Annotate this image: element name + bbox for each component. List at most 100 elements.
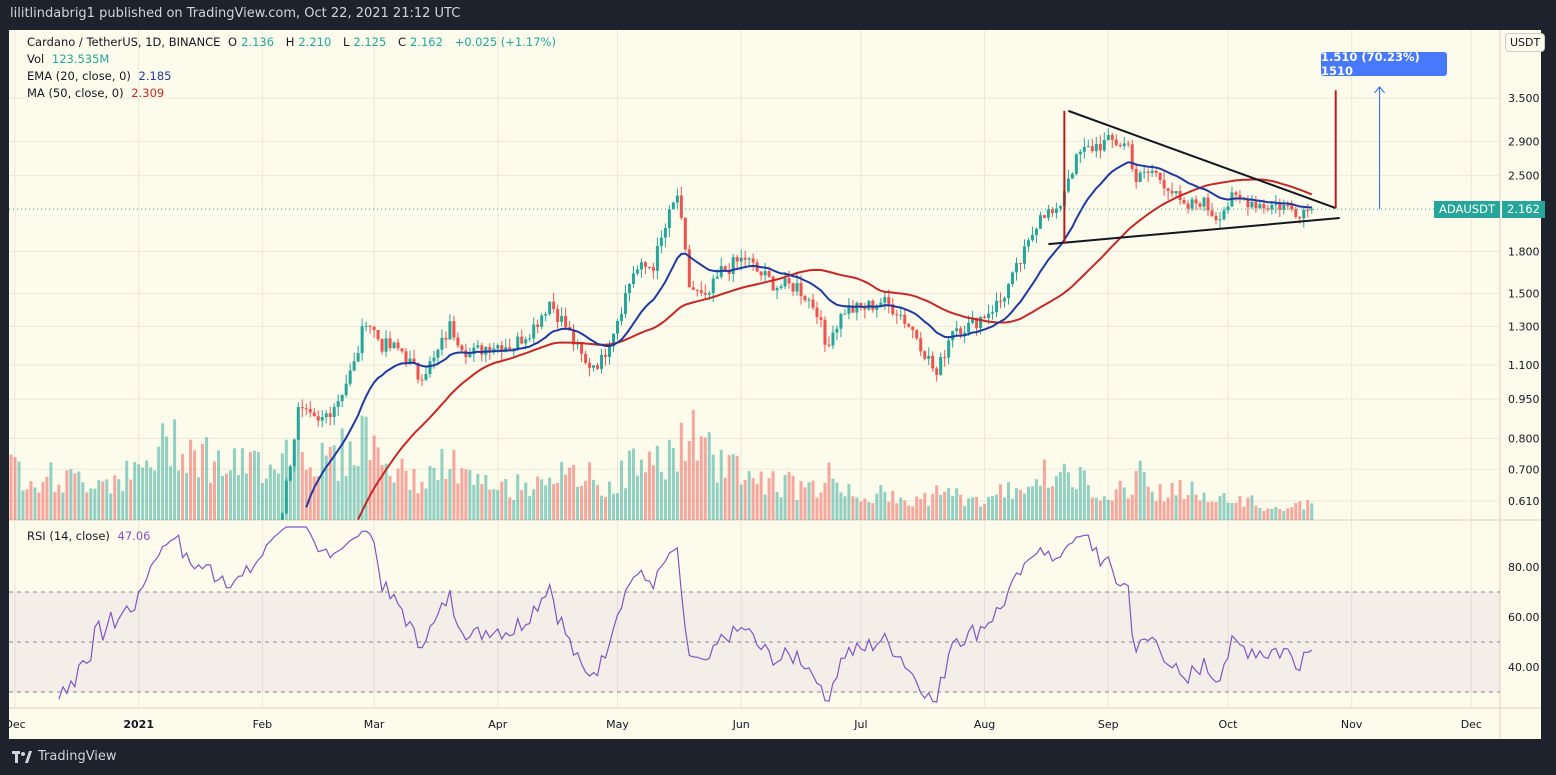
price-tick-label: 1.300: [1508, 320, 1540, 333]
volume-bar: [220, 475, 224, 520]
candle-body: [1094, 144, 1098, 152]
volume-bar: [424, 488, 428, 520]
candle-body: [651, 267, 655, 271]
measure-label[interactable]: 1.510 (70.23%) 1510: [1321, 50, 1447, 78]
volume-bar: [859, 501, 863, 520]
volume-bar: [356, 466, 360, 520]
candle-body: [663, 228, 667, 238]
volume-bar: [121, 490, 125, 520]
volume-bar: [193, 450, 197, 520]
volume-bar: [468, 470, 472, 520]
candle-body: [779, 286, 783, 289]
volume-bar: [588, 462, 592, 520]
volume-bar: [592, 479, 596, 520]
volume-bar: [344, 476, 348, 520]
candle-body: [1234, 192, 1238, 195]
rsi-tick-label: 60.00: [1508, 611, 1540, 624]
volume-bar: [224, 473, 228, 520]
volume-bar: [1238, 495, 1242, 520]
rsi-line: [58, 526, 1313, 703]
candle-body: [328, 413, 332, 417]
candle-body: [1226, 206, 1230, 211]
volume-bar: [1194, 494, 1198, 520]
volume-bar: [1258, 508, 1262, 520]
candle-body: [1298, 217, 1302, 219]
candle-body: [500, 345, 504, 353]
candle-body: [548, 301, 552, 314]
time-tick-label: 2021: [123, 718, 154, 731]
volume-bar: [783, 474, 787, 520]
time-tick-label: Jun: [732, 718, 750, 731]
volume-bar: [596, 485, 600, 520]
volume-bar: [743, 479, 747, 520]
volume-bar: [360, 415, 364, 520]
volume-bar: [971, 497, 975, 520]
candle-body: [947, 340, 951, 358]
volume-bar: [999, 484, 1003, 520]
time-tick-label: Oct: [1218, 718, 1238, 731]
candle-body: [372, 326, 376, 330]
candle-body: [703, 292, 707, 295]
currency-button[interactable]: USDT: [1505, 33, 1546, 52]
volume-bar: [627, 450, 631, 520]
volume-bar: [827, 462, 831, 520]
candle-body: [1086, 146, 1090, 148]
candle-body: [560, 316, 564, 322]
volume-bar: [1054, 476, 1058, 520]
footer-brand[interactable]: TradingView: [12, 749, 117, 764]
volume-bar: [1270, 508, 1274, 520]
candle-body: [1302, 209, 1306, 219]
volume-bar: [516, 474, 520, 520]
volume-bar: [959, 494, 963, 520]
volume-bar: [484, 474, 488, 520]
candle-body: [376, 329, 380, 340]
candle-body: [564, 316, 568, 328]
candle-body: [799, 283, 803, 297]
time-tick-label: Dec: [1461, 718, 1482, 731]
volume-bar: [1174, 495, 1178, 520]
ema-legend[interactable]: EMA (20, close, 0) 2.185: [27, 69, 172, 83]
candle-body: [1146, 171, 1150, 173]
symbol-legend: Cardano / TetherUS, 1D, BINANCE O 2.136 H…: [27, 35, 556, 49]
volume-bar: [919, 499, 923, 520]
volume-bar: [161, 423, 165, 520]
volume-bar: [695, 460, 699, 520]
candle-body: [1158, 172, 1162, 180]
volume-bar: [855, 497, 859, 520]
volume-bar: [1214, 502, 1218, 520]
volume-bar: [1110, 500, 1114, 520]
symbol-name[interactable]: Cardano / TetherUS, 1D, BINANCE: [27, 35, 221, 49]
candle-body: [480, 345, 484, 355]
volume-bar: [643, 472, 647, 520]
candle-body: [352, 361, 356, 371]
candle-body: [320, 417, 324, 421]
candle-body: [1030, 234, 1034, 241]
chart-area[interactable]: 3.500 2.900 2.500 1.800 1.500 1.300 1.100 0.950…: [9, 30, 1541, 739]
volume-bar: [49, 462, 53, 520]
volume-bar: [568, 467, 572, 520]
chart-svg[interactable]: 3.500 2.900 2.500 1.800 1.500 1.300 1.100 0.950…: [9, 30, 1541, 739]
triangle-lower-trendline: [1048, 217, 1340, 246]
candle-body: [1122, 143, 1126, 147]
time-tick-label: May: [606, 718, 629, 731]
volume-bar: [560, 461, 564, 520]
candle-body: [655, 246, 659, 271]
candle-body: [795, 283, 799, 292]
volume-bar: [532, 489, 536, 520]
candle-body: [887, 297, 891, 305]
price-tick-label: 0.700: [1508, 463, 1540, 476]
candle-body: [1238, 194, 1242, 199]
rsi-legend[interactable]: RSI (14, close) 47.06: [27, 529, 151, 543]
volume-bar: [803, 487, 807, 520]
volume-bar: [1170, 482, 1174, 520]
volume-bar: [839, 492, 843, 520]
volume-bar: [1246, 497, 1250, 520]
candle-body: [304, 408, 308, 410]
volume-bar: [1298, 501, 1302, 520]
volume-bar: [580, 485, 584, 520]
volume-bar: [775, 492, 779, 520]
volume-legend[interactable]: Vol 123.535M: [27, 52, 110, 66]
ma-legend[interactable]: MA (50, close, 0) 2.309: [27, 86, 165, 100]
candle-body: [488, 347, 492, 353]
volume-bar: [1106, 499, 1110, 520]
